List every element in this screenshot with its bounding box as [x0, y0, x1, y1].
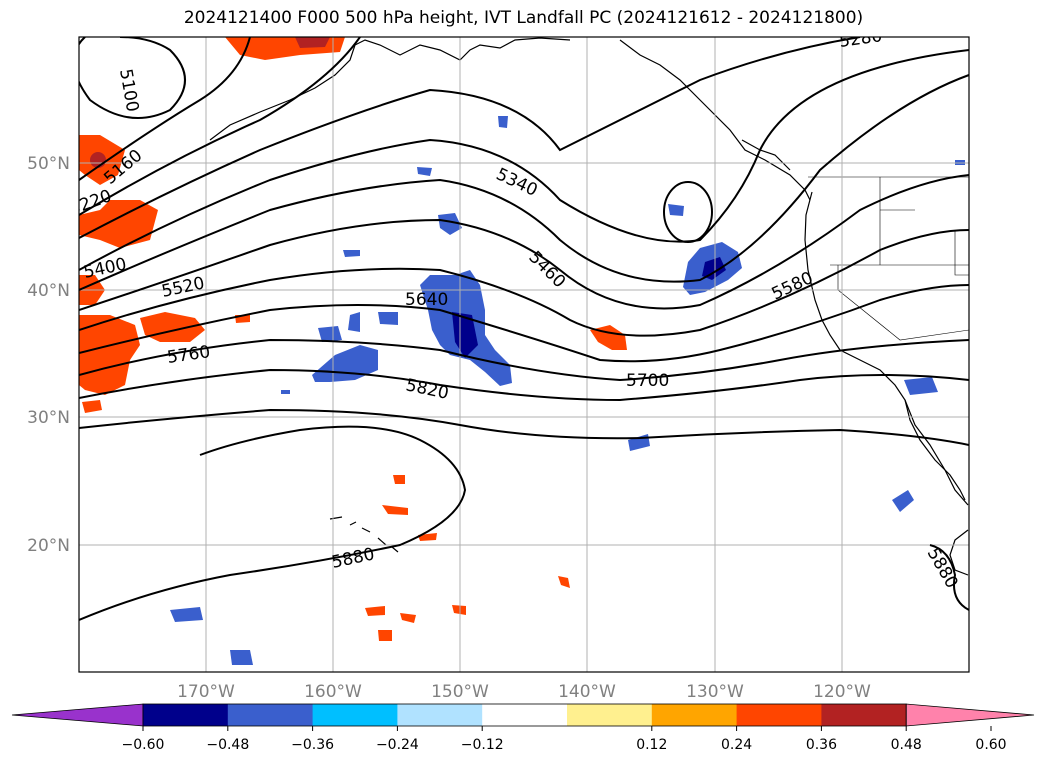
lon-tick-label: 170°W [177, 682, 235, 702]
colorbar-tick-label: 0.48 [891, 737, 922, 753]
colorbar-segment [312, 704, 398, 726]
ivt-shading-layer [79, 37, 965, 665]
colorbar-tick-label: −0.60 [122, 737, 165, 753]
map-title: 2024121400 F000 500 hPa height, IVT Land… [183, 8, 864, 28]
colorbar-segment [227, 704, 314, 726]
lat-tick-label: 40°N [27, 281, 70, 301]
colorbar-outline [142, 703, 907, 727]
colorbar-tick-label: −0.12 [461, 737, 504, 753]
lon-tick-label: 150°W [431, 682, 489, 702]
colorbar-segment [651, 704, 738, 726]
colorbar-segment [143, 704, 229, 726]
lon-tick-label: 120°W [813, 682, 871, 702]
lat-tick-label: 30°N [27, 408, 70, 428]
colorbar-segment [567, 704, 653, 726]
colorbar-segment [482, 704, 568, 726]
colorbar-segment [821, 704, 907, 726]
lon-tick-label: 160°W [304, 682, 362, 702]
colorbar-tick-label: −0.48 [206, 737, 249, 753]
colorbar-segment [736, 704, 822, 726]
lon-tick-label: 140°W [558, 682, 616, 702]
colorbar-tick-label: −0.24 [376, 737, 419, 753]
lat-tick-label: 50°N [27, 154, 70, 174]
colorbar-tick-label: 0.12 [636, 737, 667, 753]
colorbar-extend-max [905, 703, 1035, 727]
contour-label: 5700 [626, 371, 669, 391]
map-frame [78, 36, 970, 673]
contour-label: 5640 [405, 290, 448, 310]
colorbar-tick-label: 0.24 [721, 737, 752, 753]
lat-tick-label: 20°N [27, 536, 70, 556]
colorbar-tick-label: 0.36 [806, 737, 837, 753]
colorbar-tick-label: −0.36 [291, 737, 334, 753]
height-contours [79, 37, 969, 621]
lon-tick-label: 130°W [686, 682, 744, 702]
colorbar-extend-min [11, 703, 144, 727]
colorbar-segment [397, 704, 483, 726]
graticule [79, 37, 969, 672]
colorbar-tick-label: 0.60 [975, 737, 1006, 753]
